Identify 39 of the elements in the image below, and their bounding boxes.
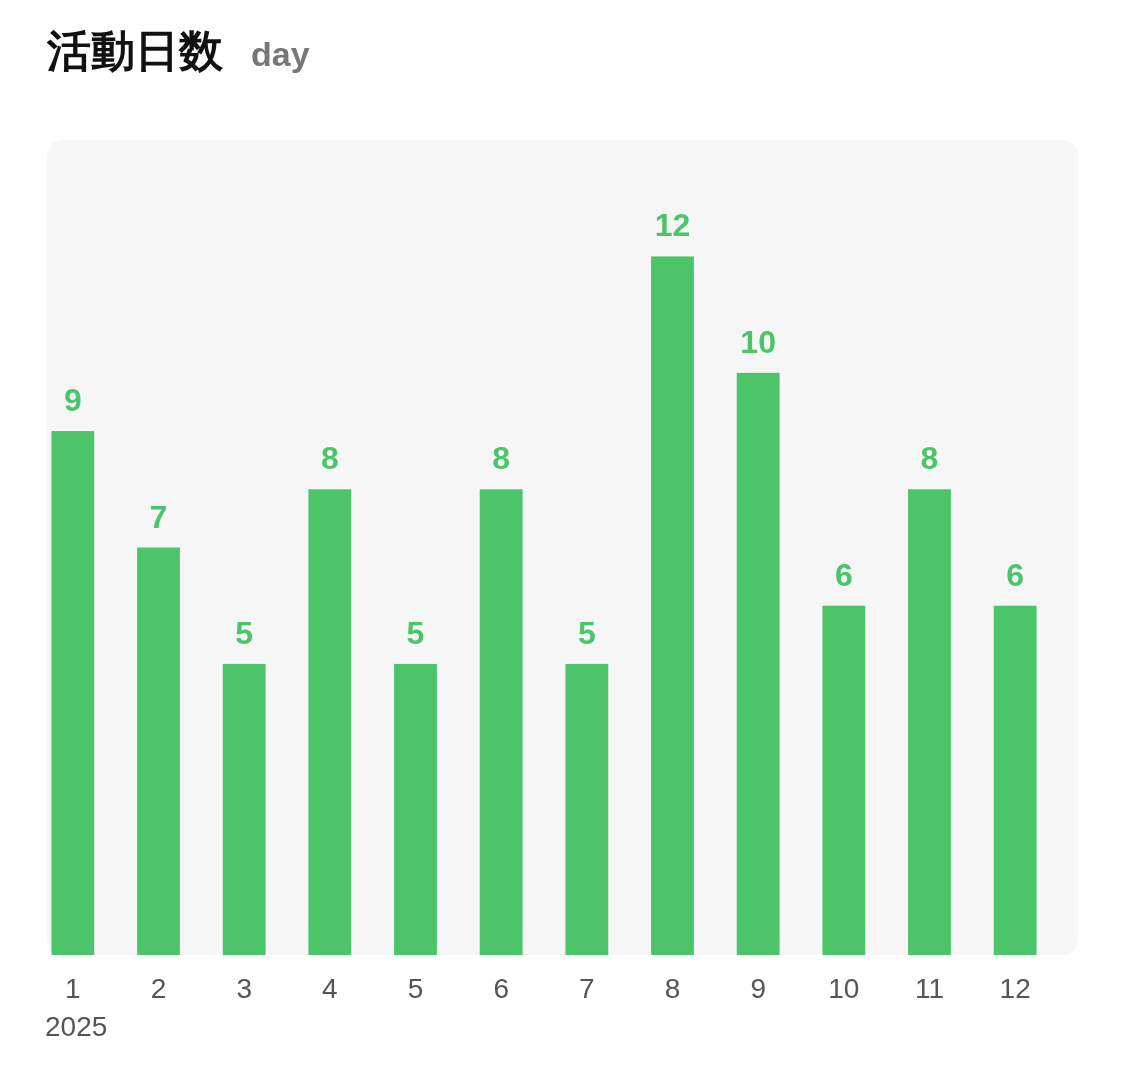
x-tick-label: 5 — [407, 973, 424, 1004]
x-tick-label: 7 — [579, 973, 595, 1004]
data-label: 8 — [320, 440, 339, 477]
chart-title: 活動日数 — [46, 26, 224, 75]
bar — [222, 663, 266, 955]
data-label: 8 — [920, 440, 939, 477]
x-tick-label: 10 — [828, 973, 860, 1004]
data-label: 8 — [492, 440, 511, 477]
data-label: 12 — [654, 207, 691, 244]
data-label: 6 — [1006, 556, 1025, 593]
data-label: 5 — [406, 614, 425, 651]
bar — [308, 489, 352, 955]
bar — [479, 489, 523, 955]
data-label: 5 — [577, 614, 596, 651]
data-label: 10 — [740, 323, 776, 360]
data-label: 5 — [235, 614, 254, 651]
x-tick-label: 8 — [664, 973, 681, 1004]
bar — [736, 372, 780, 955]
bar — [993, 605, 1037, 955]
x-tick-label: 4 — [322, 973, 338, 1004]
data-label: 7 — [149, 498, 168, 535]
data-label: 6 — [834, 556, 853, 593]
x-tick-label: 9 — [750, 973, 766, 1004]
chart-subtitle: day — [251, 35, 310, 73]
x-tick-label: 3 — [236, 973, 252, 1004]
text: 2025 — [45, 1011, 108, 1042]
bar — [908, 489, 951, 955]
bar — [137, 547, 180, 955]
x-tick-label: 2 — [150, 973, 167, 1004]
bar — [51, 431, 95, 955]
bar — [394, 663, 437, 955]
data-label: 9 — [63, 382, 82, 419]
bar — [651, 256, 694, 955]
x-tick-label: 12 — [999, 973, 1031, 1004]
x-tick-label: 1 — [65, 973, 81, 1004]
bar — [565, 663, 609, 955]
x-tick-label: 11 — [914, 973, 945, 1004]
bar — [822, 605, 866, 955]
x-tick-label: 6 — [493, 973, 509, 1004]
